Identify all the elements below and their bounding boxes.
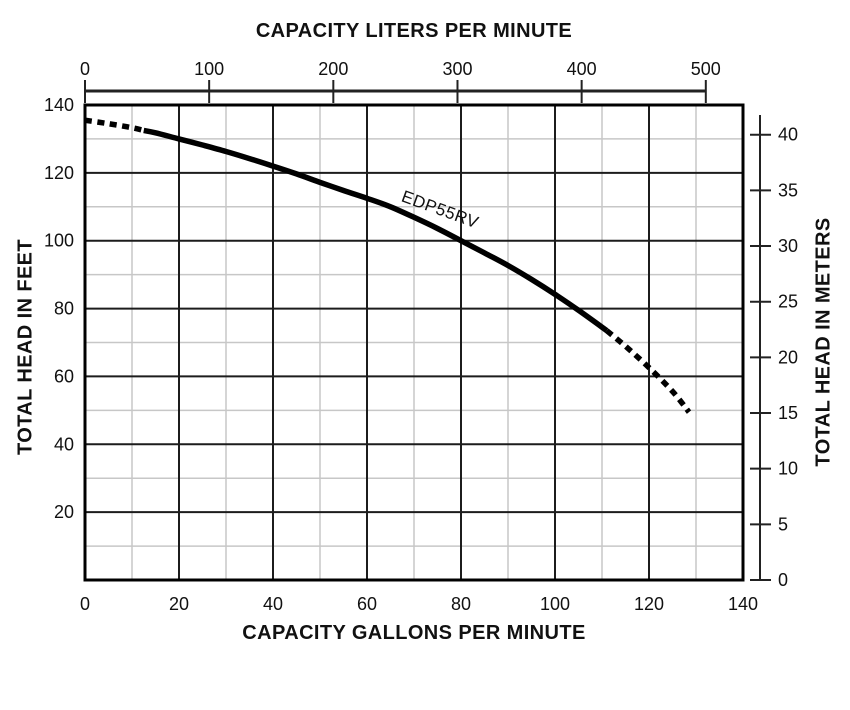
top-axis: 0 100 200 300 400 500 — [80, 59, 721, 103]
right-tick-label: 25 — [778, 292, 798, 312]
top-tick-label: 500 — [691, 59, 721, 79]
right-tick-label: 15 — [778, 403, 798, 423]
plot-border — [83, 103, 745, 582]
left-tick-label: 140 — [44, 95, 74, 115]
top-tick-label: 200 — [318, 59, 348, 79]
top-tick-label: 300 — [442, 59, 472, 79]
bottom-tick-label: 40 — [263, 594, 283, 614]
bottom-tick-label: 60 — [357, 594, 377, 614]
right-tick-label: 35 — [778, 180, 798, 200]
left-tick-label: 60 — [54, 366, 74, 386]
bottom-axis-labels: 0 20 40 60 80 100 120 140 — [80, 594, 758, 614]
bottom-tick-label: 140 — [728, 594, 758, 614]
top-tick-label: 400 — [567, 59, 597, 79]
top-axis-title: CAPACITY LITERS PER MINUTE — [255, 20, 573, 42]
major-gridlines — [85, 105, 743, 580]
left-tick-label: 100 — [44, 231, 74, 251]
right-axis-title: TOTAL HEAD IN METERS — [812, 217, 835, 467]
left-axis-title: TOTAL HEAD IN FEET — [14, 238, 37, 456]
bottom-tick-label: 120 — [634, 594, 664, 614]
pump-curve-segment-solid — [143, 127, 609, 333]
left-tick-label: 20 — [54, 502, 74, 522]
bottom-tick-label: 20 — [169, 594, 189, 614]
bottom-tick-label: 0 — [80, 594, 90, 614]
pump-curve-segment-dashed — [84, 117, 145, 134]
left-tick-label: 120 — [44, 163, 74, 183]
right-tick-label: 5 — [778, 514, 788, 534]
bottom-tick-label: 80 — [451, 594, 471, 614]
pump-curve-segment-dashed — [604, 328, 692, 414]
minor-gridlines — [85, 105, 743, 580]
bottom-tick-label: 100 — [540, 594, 570, 614]
pump-curve — [84, 117, 692, 414]
top-tick-label: 0 — [80, 59, 90, 79]
top-tick-label: 100 — [194, 59, 224, 79]
right-tick-label: 0 — [778, 570, 788, 590]
left-axis-labels: 20 40 60 80 100 120 140 — [44, 95, 74, 522]
right-tick-label: 10 — [778, 459, 798, 479]
bottom-axis-title: CAPACITY GALLONS PER MINUTE — [242, 622, 586, 644]
left-tick-label: 40 — [54, 434, 74, 454]
right-axis: 0 5 10 15 20 25 30 35 40 — [750, 115, 798, 590]
right-tick-label: 40 — [778, 125, 798, 145]
left-tick-label: 80 — [54, 299, 74, 319]
right-tick-label: 20 — [778, 347, 798, 367]
right-tick-label: 30 — [778, 236, 798, 256]
